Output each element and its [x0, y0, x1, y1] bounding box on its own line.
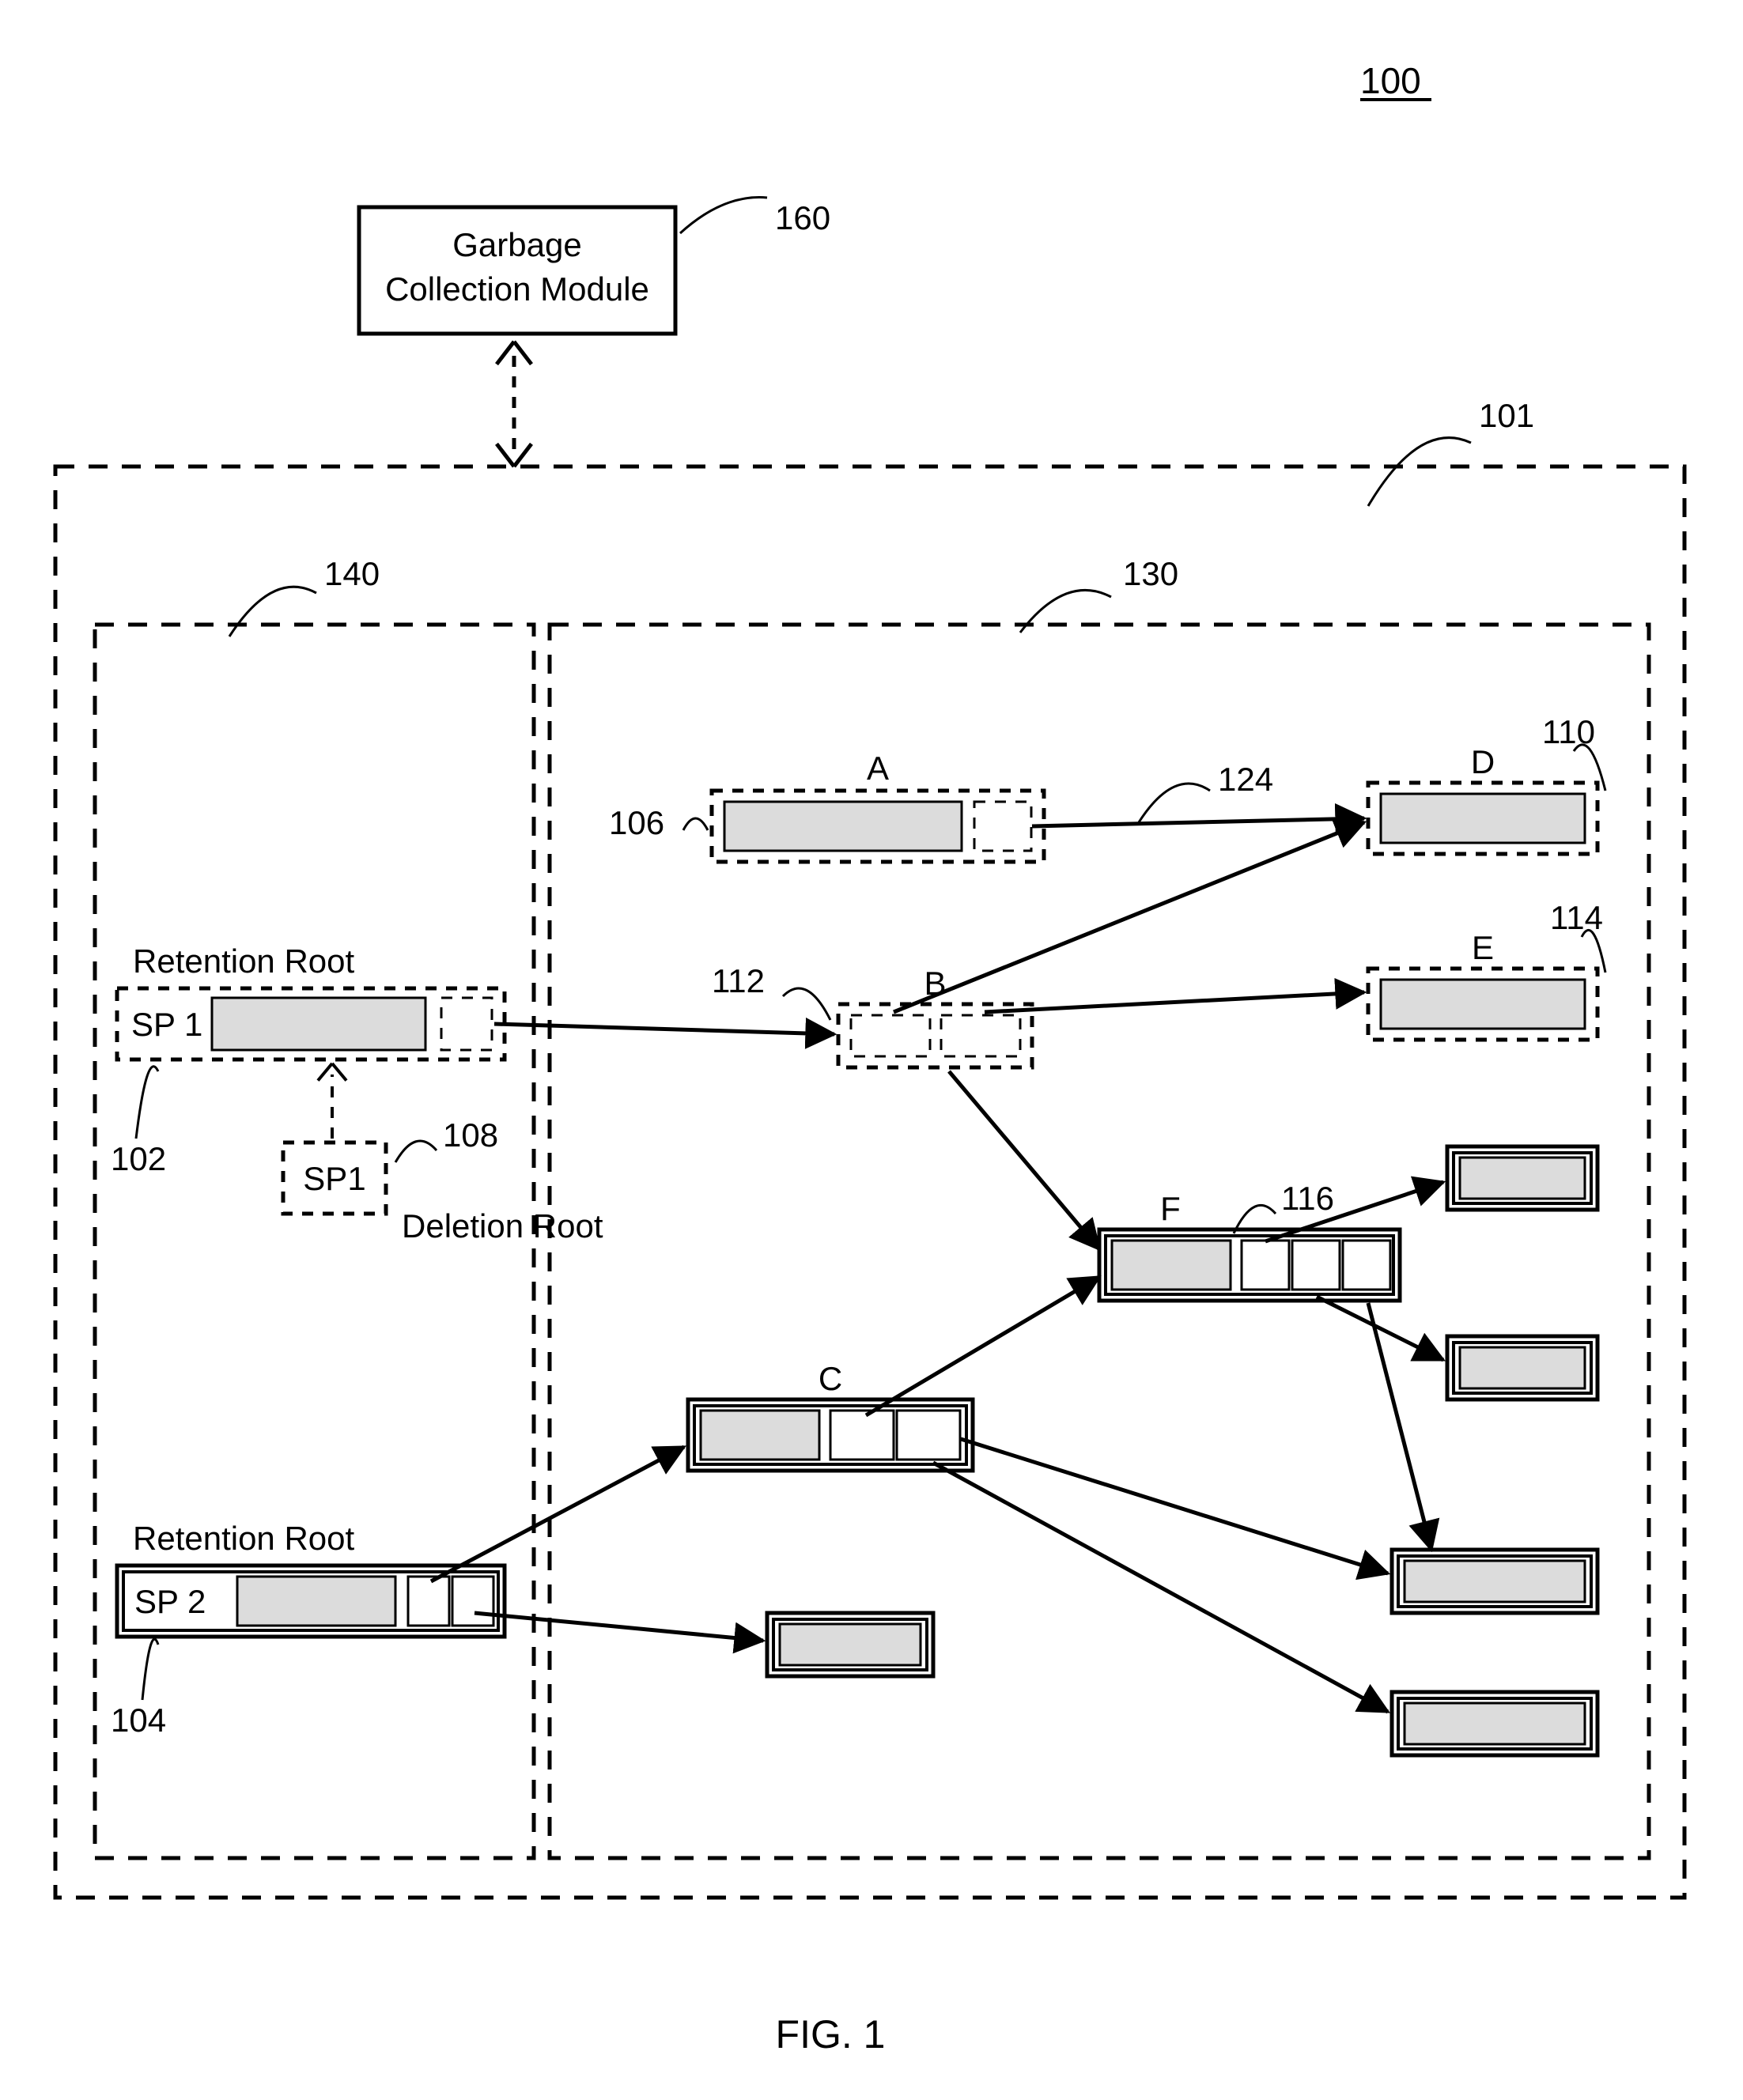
svg-text:100: 100: [1360, 60, 1421, 101]
svg-text:101: 101: [1479, 397, 1534, 434]
svg-text:A: A: [867, 750, 889, 787]
svg-text:FIG. 1: FIG. 1: [776, 2012, 886, 2057]
svg-text:C: C: [819, 1360, 842, 1397]
svg-text:E: E: [1472, 929, 1494, 966]
svg-text:112: 112: [712, 962, 765, 999]
svg-text:Retention Root: Retention Root: [133, 1520, 355, 1557]
svg-text:106: 106: [609, 804, 664, 841]
svg-text:110: 110: [1542, 713, 1595, 750]
svg-text:104: 104: [111, 1702, 166, 1739]
svg-text:130: 130: [1123, 555, 1178, 592]
svg-text:F: F: [1160, 1190, 1181, 1227]
svg-text:160: 160: [775, 199, 830, 236]
svg-text:D: D: [1471, 743, 1495, 780]
svg-text:Deletion Root: Deletion Root: [402, 1207, 603, 1245]
svg-text:102: 102: [111, 1140, 166, 1177]
svg-text:Collection Module: Collection Module: [385, 270, 649, 308]
svg-text:SP 2: SP 2: [134, 1583, 206, 1620]
svg-text:SP1: SP1: [303, 1160, 365, 1197]
svg-text:116: 116: [1281, 1180, 1334, 1217]
svg-text:114: 114: [1550, 899, 1603, 936]
svg-text:Garbage: Garbage: [452, 226, 581, 263]
svg-text:Retention Root: Retention Root: [133, 942, 355, 980]
svg-text:SP 1: SP 1: [131, 1006, 202, 1043]
svg-text:140: 140: [324, 555, 380, 592]
svg-text:124: 124: [1218, 761, 1273, 798]
svg-text:108: 108: [443, 1116, 498, 1154]
